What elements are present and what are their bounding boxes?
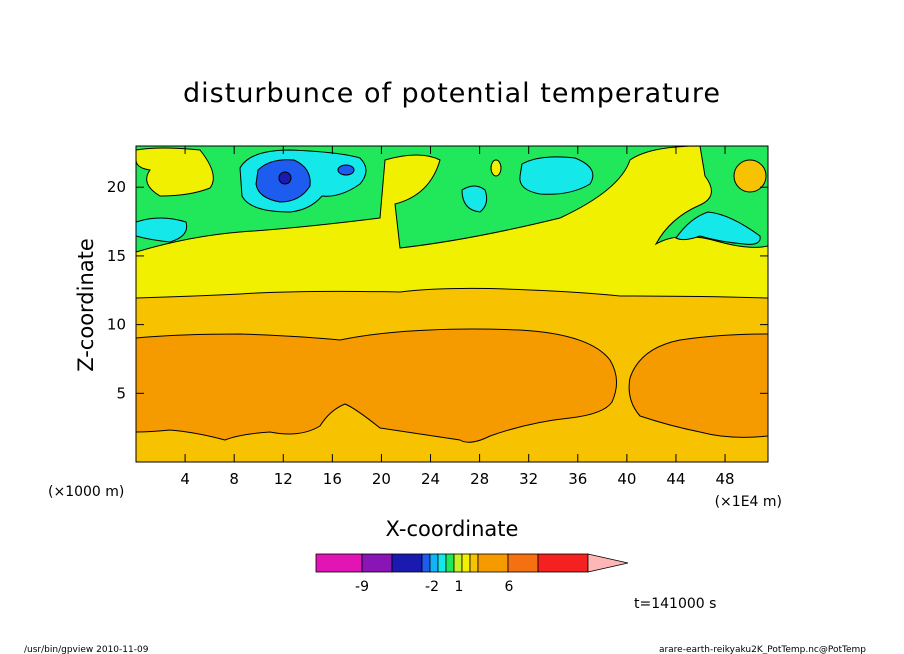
footer-right: arare-earth-reikyaku2K_PotTemp.nc@PotTem… — [659, 645, 866, 654]
cyan-patch-left — [136, 217, 188, 243]
colorbar-swatch — [453, 553, 463, 573]
plot-area — [135, 145, 769, 463]
x-axis-label: X-coordinate — [386, 517, 519, 541]
x-tick-label: 28 — [470, 470, 489, 488]
x-axis: 4 8 12 16 20 24 28 32 36 40 44 48 — [180, 146, 735, 488]
colorbar-arrow — [587, 553, 629, 573]
colorbar-swatch — [437, 553, 447, 573]
cyan-patch-right — [519, 156, 594, 195]
y-axis: 5 10 15 20 — [107, 178, 768, 402]
y-tick-label: 5 — [116, 384, 126, 402]
footer-left: /usr/bin/gpview 2010-11-09 — [24, 645, 149, 654]
chart-title: disturbunce of potential temperature — [183, 78, 721, 109]
colorbar-swatch — [315, 553, 363, 573]
colorbar-swatch — [469, 553, 479, 573]
x-tick-label: 40 — [617, 470, 636, 488]
x-tick-label: 32 — [519, 470, 538, 488]
x-tick-label: 16 — [323, 470, 342, 488]
colorbar: -9 -2 1 6 — [315, 553, 629, 595]
x-tick-label: 48 — [716, 470, 735, 488]
y-axis-label: Z-coordinate — [74, 238, 98, 372]
colorbar-swatch — [391, 553, 423, 573]
colorbar-swatch — [461, 553, 471, 573]
plot-frame — [135, 145, 769, 463]
x-tick-label: 12 — [274, 470, 293, 488]
x-scale-note: (×1E4 m) — [715, 494, 782, 510]
colorbar-label: -9 — [355, 579, 369, 595]
x-tick-label: 44 — [666, 470, 685, 488]
y-tick-label: 15 — [107, 247, 126, 265]
colorbar-swatch — [445, 553, 455, 573]
cyan-patch-far-right — [675, 211, 761, 245]
colorbar-label: 1 — [455, 579, 464, 595]
yellow-dot — [490, 159, 502, 177]
colorbar-swatch — [537, 553, 589, 573]
y-tick-label: 20 — [107, 178, 126, 196]
cyan-patch-mid — [461, 185, 488, 213]
time-label: t=141000 s — [634, 596, 716, 612]
x-tick-label: 24 — [421, 470, 440, 488]
x-tick-label: 4 — [180, 470, 190, 488]
x-tick-label: 8 — [229, 470, 239, 488]
yellow-lobe-left — [136, 147, 214, 197]
colorbar-swatch — [477, 553, 509, 573]
orange-core — [136, 328, 617, 443]
x-tick-label: 20 — [372, 470, 391, 488]
colorbar-swatch — [421, 553, 431, 573]
y-tick-label: 10 — [107, 316, 126, 334]
light-orange-blob — [733, 159, 767, 193]
colorbar-swatch — [507, 553, 539, 573]
blue-cell-small — [337, 164, 355, 176]
orange-core-right — [628, 333, 768, 438]
colorbar-swatch — [429, 553, 439, 573]
x-tick-label: 36 — [568, 470, 587, 488]
blue-core — [278, 171, 292, 185]
colorbar-swatch — [361, 553, 393, 573]
colorbar-label: -2 — [425, 579, 439, 595]
x-unit-label: (×1000 m) — [48, 484, 124, 500]
colorbar-label: 6 — [505, 579, 514, 595]
